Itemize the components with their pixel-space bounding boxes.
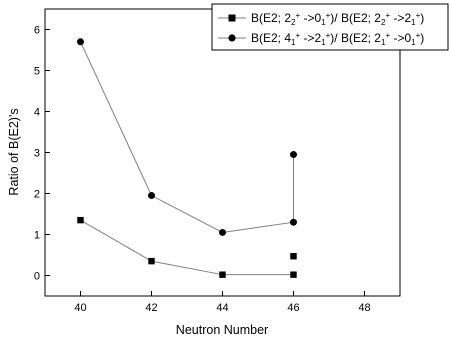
x-tick-label: 40 [74, 302, 86, 314]
y-tick-label: 4 [34, 107, 40, 119]
series-2-point [77, 38, 84, 46]
x-tick-label: 48 [358, 302, 370, 314]
x-axis: 40 42 44 46 48 [74, 291, 371, 314]
series-1-point [290, 271, 297, 278]
x-tick-label: 46 [287, 302, 299, 314]
legend-label-series-1: B(E2; 22+ ->01+)/ B(E2; 22+ ->21+) [251, 11, 424, 27]
plot-frame [44, 8, 401, 297]
y-tick-label: 2 [34, 189, 40, 201]
y-tick-label: 6 [34, 25, 40, 37]
series-2-point [290, 218, 297, 226]
y-tick-label: 1 [34, 230, 40, 242]
x-tick-label: 44 [216, 302, 228, 314]
y-tick-label: 0 [34, 271, 40, 283]
series-2-line [80, 41, 294, 233]
series-1-point [77, 216, 84, 224]
legend-marker-square [228, 14, 236, 22]
series-1-point [290, 253, 297, 260]
series-markers [77, 38, 297, 278]
series-1-line [80, 219, 294, 276]
series-1-point [148, 257, 155, 265]
legend-label-series-2: B(E2; 41+ ->21+)/ B(E2; 21+ ->01+) [251, 31, 424, 47]
y-axis: 0 1 2 3 4 5 6 [34, 25, 50, 283]
legend: B(E2; 22+ ->01+)/ B(E2; 22+ ->21+) B(E2;… [211, 3, 449, 51]
series-2-point [290, 151, 297, 159]
y-tick-label: 5 [34, 66, 40, 78]
legend-marker-circle [228, 34, 236, 42]
legend-box [211, 3, 449, 51]
x-tick-label: 42 [145, 302, 157, 314]
series-2-point [219, 228, 226, 236]
x-axis-title: Neutron Number [176, 323, 268, 337]
series-1-point [219, 271, 226, 278]
series-lines [80, 41, 294, 276]
series-2-point [148, 192, 155, 200]
y-tick-label: 3 [34, 148, 40, 160]
y-axis-title: Ratio of B(E2)'s [7, 108, 21, 195]
